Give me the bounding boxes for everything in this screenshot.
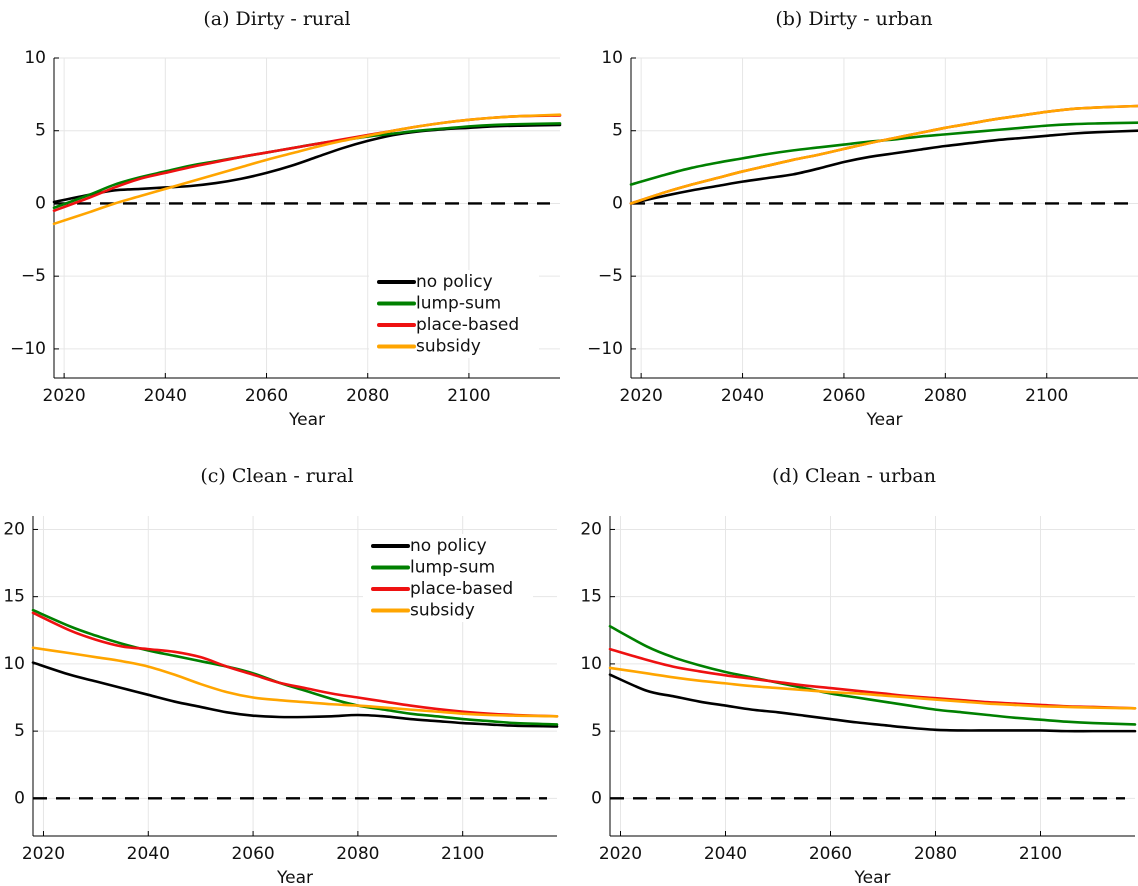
y-tick-label: 0 (14, 788, 25, 808)
panel-title: (c) Clean - rural (200, 465, 353, 487)
y-tick-label: −10 (587, 339, 623, 359)
y-tick-label: 15 (580, 587, 602, 607)
x-tick-label: 2100 (1019, 844, 1062, 864)
legend-label: no policy (416, 272, 493, 292)
series-line-subsidy (52, 113, 562, 226)
panel-1: (a) Dirty - rural 2020 2040 2060 2080 2100 −10… (10, 8, 562, 430)
legend-label: no policy (410, 536, 487, 556)
legend-label: subsidy (410, 601, 475, 621)
panel-4: (d) Clean - urban 2020 2040 2060 2080 2100 0 5 1… (580, 465, 1137, 886)
x-axis-label: Year (288, 410, 325, 430)
x-tick-label: 2060 (245, 386, 288, 406)
legend-label: subsidy (416, 337, 481, 357)
x-tick-label: 2080 (336, 844, 379, 864)
legend-label: place-based (416, 315, 519, 335)
series-line-place-based (31, 611, 559, 718)
series-line-lump-sum (608, 624, 1137, 726)
y-tick-label: 5 (14, 721, 25, 741)
y-tick-label: −5 (21, 266, 46, 286)
y-tick-label: 5 (591, 721, 602, 741)
y-tick-label: 20 (580, 519, 602, 539)
series-line-lump-sum (52, 122, 562, 210)
x-tick-label: 2040 (127, 844, 170, 864)
x-tick-label: 2060 (822, 386, 865, 406)
series-line-subsidy (629, 104, 1138, 205)
series-line-no-policy (31, 661, 559, 728)
panel-title: (b) Dirty - urban (775, 8, 932, 30)
series-line-no-policy (629, 129, 1138, 205)
y-tick-label: −10 (10, 339, 46, 359)
legend-box (363, 534, 533, 622)
y-tick-label: 10 (3, 654, 25, 674)
x-tick-label: 2040 (721, 386, 764, 406)
y-tick-label: 0 (35, 193, 46, 213)
x-tick-label: 2060 (231, 844, 274, 864)
x-tick-label: 2040 (144, 386, 187, 406)
x-tick-label: 2060 (809, 844, 852, 864)
series-line-no-policy (608, 673, 1137, 733)
panel-title: (a) Dirty - rural (203, 8, 350, 30)
y-tick-label: 0 (612, 193, 623, 213)
x-tick-label: 2100 (441, 844, 484, 864)
x-axis-label: Year (866, 410, 903, 430)
series-line-subsidy (608, 666, 1137, 710)
y-tick-label: −5 (598, 266, 623, 286)
y-tick-label: 0 (591, 788, 602, 808)
panel-2: (b) Dirty - urban 2020 2040 2060 2080 2100 −10… (587, 8, 1138, 430)
series-line-subsidy (31, 646, 559, 718)
legend-box (369, 270, 539, 358)
legend-label: lump-sum (416, 294, 501, 314)
series-line-place-based (52, 114, 562, 213)
x-tick-label: 2100 (1025, 386, 1068, 406)
series-line-no-policy (52, 123, 562, 204)
x-tick-label: 2080 (914, 844, 957, 864)
x-tick-label: 2080 (346, 386, 389, 406)
x-tick-label: 2100 (447, 386, 490, 406)
panel-3: (c) Clean - rural 2020 2040 2060 2080 2100 0 5 1… (3, 465, 559, 886)
x-axis-label: Year (854, 868, 891, 886)
series-line-place-based (608, 647, 1137, 710)
y-tick-label: 10 (601, 48, 623, 68)
legend-label: lump-sum (410, 558, 495, 578)
x-tick-label: 2020 (620, 386, 663, 406)
legend-label: place-based (410, 579, 513, 599)
x-tick-label: 2040 (704, 844, 747, 864)
y-tick-label: 5 (612, 121, 623, 141)
y-tick-label: 10 (24, 48, 46, 68)
x-tick-label: 2020 (42, 386, 85, 406)
x-tick-label: 2020 (22, 844, 65, 864)
panel-title: (d) Clean - urban (772, 465, 936, 487)
x-tick-label: 2080 (924, 386, 967, 406)
y-tick-label: 10 (580, 654, 602, 674)
y-tick-label: 20 (3, 519, 25, 539)
series-line-lump-sum (31, 608, 559, 726)
x-axis-label: Year (276, 868, 313, 886)
y-tick-label: 5 (35, 121, 46, 141)
x-tick-label: 2020 (599, 844, 642, 864)
y-tick-label: 15 (3, 587, 25, 607)
